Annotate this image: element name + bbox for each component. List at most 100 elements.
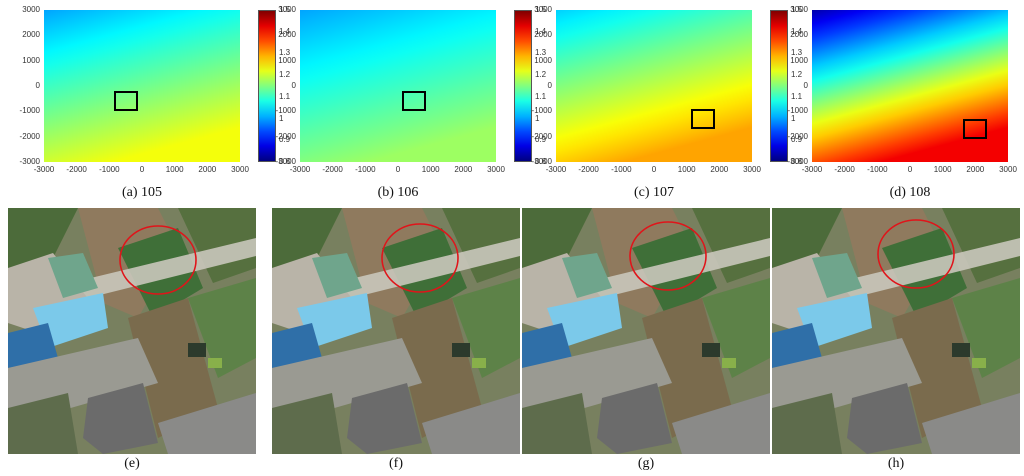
aerial-photo: [272, 208, 520, 454]
colorbar-tick-label: 0.9: [791, 135, 803, 145]
x-tick-label: 1000: [421, 165, 440, 174]
aerial-scene: [522, 208, 770, 454]
y-tick-label: -3000: [787, 157, 808, 166]
colorbar-tick-label: 1.3: [791, 48, 803, 58]
y-tick-label: 1000: [278, 55, 296, 65]
heatmap-field: [300, 10, 496, 162]
aerial-photo: [8, 208, 256, 454]
y-tick-label: -3000: [19, 157, 40, 166]
x-tick-label: -1000: [99, 165, 120, 174]
x-tick-label: 1000: [933, 165, 952, 174]
x-tick-label: -1000: [867, 165, 888, 174]
y-tick-label: 2000: [534, 30, 552, 40]
roi-box: [691, 108, 715, 129]
x-tick-label: 2000: [198, 165, 217, 174]
panel-caption: (c) 107: [633, 185, 675, 200]
panel-caption: (b) 106: [377, 185, 419, 200]
roi-box: [963, 119, 988, 140]
red-ellipse-marker: [119, 225, 197, 295]
x-tick-label: 2000: [454, 165, 473, 174]
aerial-scene: [8, 208, 256, 454]
roi-box: [113, 91, 138, 112]
colorbar-tick-label: 0.8: [535, 157, 547, 166]
colorbar-tick-label: 1.5: [535, 5, 547, 14]
colorbar: [770, 10, 788, 162]
colorbar-tick-label: 1.4: [791, 26, 803, 36]
y-tick-label: 2000: [278, 30, 296, 40]
y-tick-label: -3000: [275, 157, 296, 166]
y-tick-label: 1000: [22, 55, 40, 65]
x-tick-label: 2000: [966, 165, 985, 174]
colorbar-tick-label: 1.5: [791, 5, 803, 14]
photo-caption: (h): [887, 456, 905, 471]
x-tick-label: -3000: [289, 165, 311, 174]
y-tick-label: 2000: [790, 30, 808, 40]
x-tick-label: -1000: [355, 165, 376, 174]
y-tick-label: 3000: [790, 5, 808, 14]
photo-caption: (f): [389, 456, 403, 471]
colorbar-tick-label: 1.1: [535, 91, 547, 101]
aerial-scene: [272, 208, 520, 454]
colorbar-tick-label: 1.2: [535, 70, 547, 80]
x-tick-label: -1000: [611, 165, 632, 174]
heatmap-field: [812, 10, 1008, 162]
panel-caption: (d) 108: [889, 185, 931, 200]
colorbar-tick-label: 0.8: [791, 157, 803, 166]
y-tick-label: -2000: [275, 131, 296, 141]
red-ellipse-marker: [381, 223, 459, 293]
y-tick-label: 2000: [22, 30, 40, 40]
y-tick-label: 3000: [278, 5, 296, 14]
y-tick-label: 3000: [534, 5, 552, 14]
y-tick-label: -2000: [787, 131, 808, 141]
colorbar-tick-label: 0.9: [279, 135, 291, 145]
photo-caption: (g): [637, 456, 655, 471]
x-tick-label: -3000: [801, 165, 823, 174]
y-tick-label: -1000: [19, 106, 40, 116]
y-tick-label: 0: [291, 81, 296, 90]
colorbar-tick-label: 1.5: [279, 5, 291, 14]
x-tick-label: 0: [395, 165, 401, 174]
heatmap-field: [556, 10, 752, 162]
colorbar-tick-label: 1: [279, 113, 284, 123]
x-tick-label: 3000: [487, 165, 505, 174]
aerial-photo: [772, 208, 1020, 454]
x-tick-label: 3000: [743, 165, 761, 174]
colorbar-tick-label: 1: [535, 113, 540, 123]
colorbar-tick-label: 1: [791, 113, 796, 123]
y-tick-label: -2000: [531, 131, 552, 141]
heatmap-plot: [44, 10, 240, 162]
y-tick-label: -1000: [787, 106, 808, 116]
aerial-scene: [772, 208, 1020, 454]
colorbar-tick-label: 1.2: [791, 70, 803, 80]
x-tick-label: 1000: [165, 165, 184, 174]
x-tick-label: 0: [139, 165, 145, 174]
colorbar: [258, 10, 276, 162]
x-tick-label: -3000: [33, 165, 55, 174]
x-tick-label: -2000: [834, 165, 855, 174]
colorbar-tick-label: 1.3: [279, 48, 291, 58]
colorbar-tick-label: 0.9: [535, 135, 547, 145]
x-tick-label: 2000: [710, 165, 729, 174]
panel-caption: (a) 105: [121, 185, 163, 200]
aerial-photo: [522, 208, 770, 454]
colorbar-tick-label: 0.8: [279, 157, 291, 166]
x-tick-label: 0: [907, 165, 913, 174]
x-tick-label: 3000: [999, 165, 1017, 174]
colorbar-tick-label: 1.2: [279, 70, 291, 80]
heatmap-field: [44, 10, 240, 162]
heatmap-plot: [556, 10, 752, 162]
y-tick-label: 0: [35, 81, 40, 90]
y-tick-label: 1000: [790, 55, 808, 65]
heatmap-plot: [812, 10, 1008, 162]
colorbar-tick-label: 1.4: [279, 26, 291, 36]
y-tick-label: 0: [547, 81, 552, 90]
x-tick-label: -2000: [66, 165, 87, 174]
roi-box: [402, 91, 427, 112]
x-tick-label: 3000: [231, 165, 249, 174]
colorbar-tick-label: 1.3: [535, 48, 547, 58]
colorbar-tick-label: 1.1: [279, 91, 291, 101]
x-tick-label: -3000: [545, 165, 567, 174]
y-tick-label: -2000: [19, 131, 40, 141]
colorbar-tick-label: 1.1: [791, 91, 803, 101]
colorbar-tick-label: 1.4: [535, 26, 547, 36]
